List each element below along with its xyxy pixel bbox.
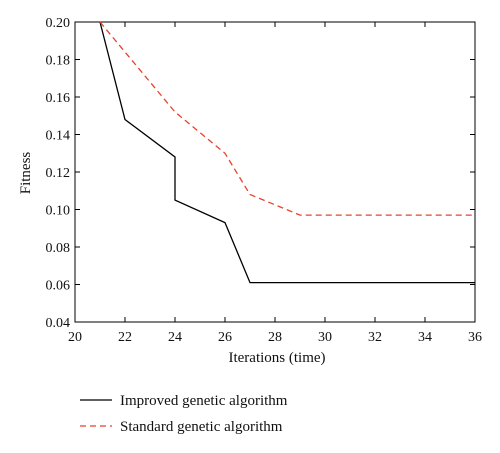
y-tick-label: 0.14: [46, 129, 71, 144]
y-tick-label: 0.18: [46, 54, 71, 69]
series-layer: [99, 21, 475, 284]
x-tick-label: 32: [368, 330, 382, 345]
legend-label: Standard genetic algorithm: [120, 419, 283, 435]
x-axis-label: Iterations (time): [228, 350, 325, 366]
series-line-improved: [99, 21, 475, 284]
x-axis: 20 22 24 26 28 30 32 34 36: [68, 22, 482, 345]
plot-area: [74, 21, 476, 323]
y-tick-label: 0.10: [46, 204, 71, 219]
x-tick-label: 20: [68, 330, 82, 345]
x-tick-label: 22: [118, 330, 132, 345]
plot-frame: [74, 21, 476, 323]
x-tick-label: 26: [218, 330, 232, 345]
y-axis-label: Fitness: [18, 152, 34, 195]
y-tick-label: 0.12: [46, 166, 71, 181]
y-tick-label: 0.06: [46, 279, 71, 294]
y-axis: 0.04 0.06 0.08 0.10 0.12 0.14 0.16 0.18 0.20: [46, 16, 475, 331]
x-tick-label: 34: [418, 330, 432, 345]
x-tick-label: 24: [168, 330, 182, 345]
legend-label: Improved genetic algorithm: [120, 393, 288, 409]
x-tick-label: 30: [318, 330, 332, 345]
y-tick-label: 0.16: [46, 91, 71, 106]
legend: Improved genetic algorithm Standard genet…: [80, 393, 288, 435]
y-tick-label: 0.04: [46, 316, 71, 331]
y-tick-label: 0.08: [46, 241, 71, 256]
x-tick-label: 28: [268, 330, 282, 345]
series-line-standard: [99, 21, 475, 216]
y-tick-label: 0.20: [46, 16, 71, 31]
x-tick-label: 36: [468, 330, 482, 345]
